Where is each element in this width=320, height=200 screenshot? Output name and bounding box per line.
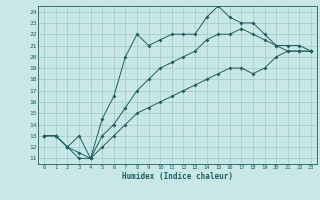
X-axis label: Humidex (Indice chaleur): Humidex (Indice chaleur) [122, 172, 233, 181]
